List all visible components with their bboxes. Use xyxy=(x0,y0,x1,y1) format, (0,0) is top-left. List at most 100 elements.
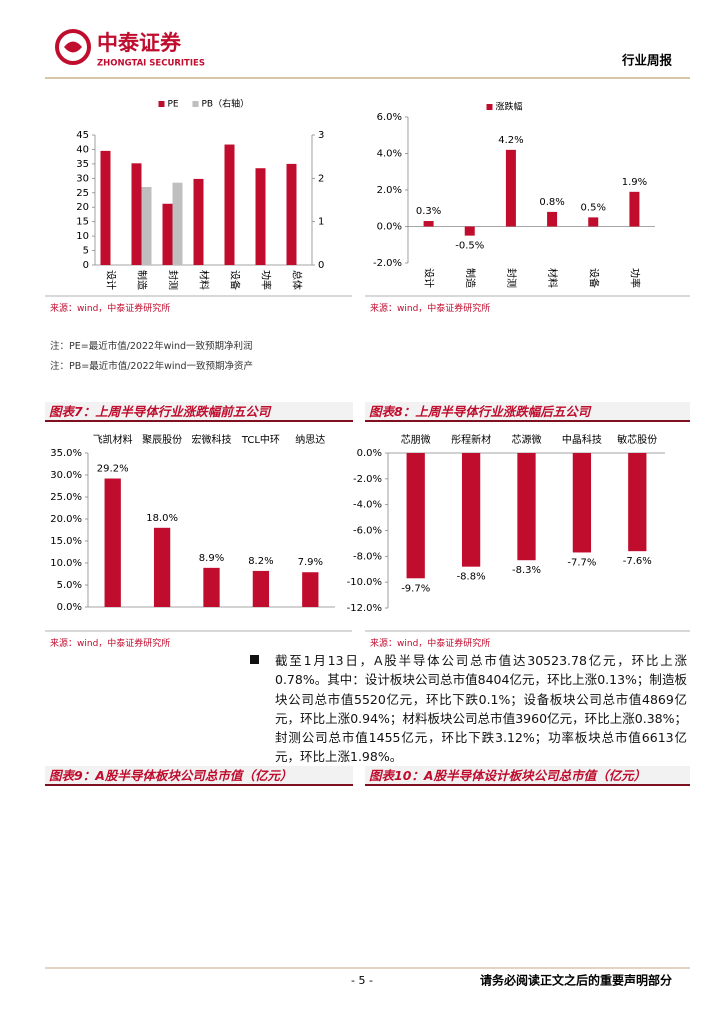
source: 来源：wind，中泰证券研究所 xyxy=(50,304,171,314)
bar xyxy=(255,168,266,265)
bar xyxy=(628,453,647,552)
y-tick-label: 5 xyxy=(83,246,89,257)
category-label: 制造 xyxy=(136,270,149,290)
y-tick-label: 0.0% xyxy=(57,602,82,613)
value-label: -8.8% xyxy=(457,572,486,583)
bar xyxy=(141,187,152,265)
y-tick-label: 2.0% xyxy=(377,185,402,196)
y-tick-label: -12.0% xyxy=(347,603,382,614)
bar xyxy=(464,226,475,236)
legend-swatch xyxy=(158,101,165,107)
bar xyxy=(302,572,319,607)
category-label: 中晶科技 xyxy=(562,433,602,446)
y-tick-label: -2.0% xyxy=(353,474,382,485)
y-tick-label: 10.0% xyxy=(50,558,82,569)
bar xyxy=(100,150,111,265)
bar xyxy=(193,178,204,265)
category-label: 总体 xyxy=(291,270,304,290)
y2-tick-label: 0 xyxy=(318,260,324,271)
legend-label: PB（右轴） xyxy=(202,98,250,110)
y-tick-label: -8.0% xyxy=(353,551,382,562)
bar xyxy=(153,527,171,607)
category-label: 设计 xyxy=(105,270,118,290)
bar xyxy=(104,478,121,607)
y-tick-label: 0.0% xyxy=(377,222,402,233)
value-label: -7.7% xyxy=(567,557,596,568)
value-label: 1.9% xyxy=(622,177,647,188)
bar xyxy=(547,211,558,227)
category-label: 芯朋微 xyxy=(401,433,431,446)
paragraph: 截至1月13日，A股半导体公司总市值达30523.78亿元，环比上涨0.78%。… xyxy=(275,653,687,765)
y-tick-label: 5.0% xyxy=(57,580,82,591)
y-tick-label: 0.0% xyxy=(357,448,382,459)
bar xyxy=(162,203,173,265)
bar xyxy=(286,163,297,265)
legend-label: PE xyxy=(168,100,179,110)
category-label: 设备 xyxy=(587,268,600,288)
bar xyxy=(505,149,516,227)
bullet xyxy=(250,655,259,664)
legend-swatch xyxy=(192,101,199,107)
figure-title: 图表8：上周半导体行业涨跌幅后五公司 xyxy=(365,402,690,422)
value-label: -7.6% xyxy=(623,556,652,567)
bar xyxy=(423,221,434,227)
source: 来源：wind，中泰证券研究所 xyxy=(370,304,491,314)
category-label: 功率 xyxy=(260,270,273,290)
value-label: 4.2% xyxy=(498,135,523,146)
bar xyxy=(252,570,270,607)
bar xyxy=(572,453,592,553)
y-tick-label: 30.0% xyxy=(50,470,82,481)
y-tick-label: 35 xyxy=(76,159,89,170)
report-type: 行业周报 xyxy=(621,53,673,68)
value-label: 0.5% xyxy=(581,202,606,213)
y-tick-label: 25 xyxy=(76,188,89,199)
category-label: 设备 xyxy=(229,270,242,290)
source: 来源：wind，中泰证券研究所 xyxy=(370,639,491,649)
figure-title: 图表7：上周半导体行业涨跌幅前五公司 xyxy=(45,402,353,422)
y2-tick-label: 1 xyxy=(318,217,324,228)
value-label: 8.9% xyxy=(199,553,224,564)
category-label: 彤程新材 xyxy=(451,433,491,446)
y-tick-label: 0 xyxy=(83,260,89,271)
y-tick-label: 6.0% xyxy=(377,112,402,123)
company-name-en: ZHONGTAI SECURITIES xyxy=(97,59,205,69)
bar xyxy=(203,567,220,607)
category-label: 纳思达 xyxy=(295,433,325,446)
y-tick-label: 10 xyxy=(76,231,89,242)
y-tick-label: -10.0% xyxy=(347,577,382,588)
category-label: 封测 xyxy=(505,268,518,288)
company-name: 中泰证券 xyxy=(97,31,182,55)
category-label: 制造 xyxy=(464,268,477,288)
category-label: 材料 xyxy=(198,270,211,290)
page-number: - 5 - xyxy=(351,974,373,987)
category-label: 材料 xyxy=(546,268,559,288)
value-label: 0.8% xyxy=(539,197,564,208)
y-tick-label: 35.0% xyxy=(50,448,82,459)
category-label: 芯源微 xyxy=(512,433,542,446)
note: 注：PE=最近市值/2022年wind一致预期净利润 xyxy=(50,341,253,352)
value-label: 29.2% xyxy=(97,464,129,475)
category-label: 设计 xyxy=(423,268,436,288)
value-label: 7.9% xyxy=(298,557,323,568)
y-tick-label: 20.0% xyxy=(50,514,82,525)
value-label: 0.3% xyxy=(416,206,441,217)
y-tick-label: 15 xyxy=(76,217,89,228)
y-tick-label: 20 xyxy=(76,202,89,213)
y-tick-label: 4.0% xyxy=(377,149,402,160)
legend-label: 涨跌幅 xyxy=(496,101,523,113)
y2-tick-label: 3 xyxy=(318,130,324,141)
value-label: 18.0% xyxy=(146,513,178,524)
category-label: 功率 xyxy=(628,268,641,288)
bar xyxy=(406,453,425,579)
note: 注：PB=最近市值/2022年wind一致预期净资产 xyxy=(50,361,254,372)
category-label: 封测 xyxy=(167,270,180,290)
bar xyxy=(131,163,142,265)
y-tick-label: -2.0% xyxy=(373,258,402,269)
value-label: -8.3% xyxy=(512,565,541,576)
logo-icon xyxy=(55,29,91,65)
logo-icon-inner xyxy=(64,41,82,53)
bar xyxy=(629,191,640,227)
y-tick-label: 30 xyxy=(76,173,89,184)
